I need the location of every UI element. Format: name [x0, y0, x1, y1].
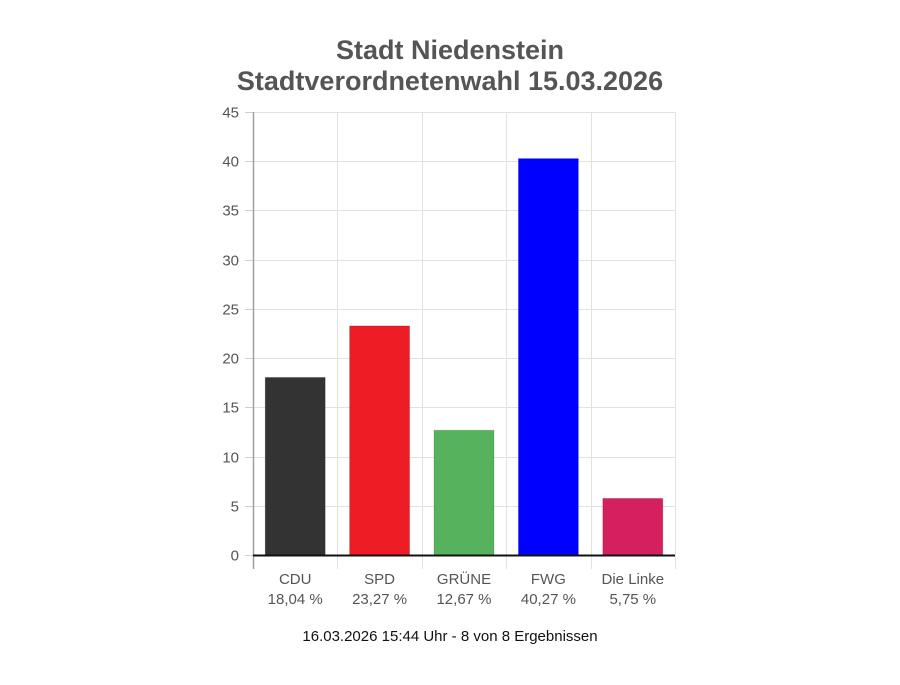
axis-labels: 0 5 10 15 20 25 30 35 40 45 CDU 18,04 % SPD 23,27 % GR…: [222, 105, 664, 609]
y-tick-label: 10: [222, 450, 239, 467]
x-category-label: GRÜNE: [437, 570, 491, 588]
y-tick-label: 5: [231, 499, 239, 516]
axes: [245, 112, 675, 569]
chart-title-line-2: Stadtverordnetenwahl 15.03.2026: [236, 66, 664, 96]
x-category-label: FWG: [531, 571, 566, 588]
x-category-label: SPD: [364, 571, 395, 588]
y-tick-label: 20: [222, 351, 239, 368]
grid-lines: [253, 112, 676, 569]
y-tick-label: 15: [222, 400, 239, 417]
chart-title-line-1: Stadt Niedenstein: [335, 35, 565, 65]
bars: [264, 158, 664, 556]
x-value-label: 23,27 %: [352, 591, 407, 608]
x-value-label: 12,67 %: [436, 591, 491, 608]
y-tick-label: 35: [222, 203, 239, 220]
x-category-label: Die Linke: [602, 571, 665, 588]
y-tick-label: 30: [222, 253, 239, 270]
y-tick-label: 0: [231, 548, 239, 565]
y-tick-label: 25: [222, 302, 239, 319]
y-tick-label: 40: [222, 154, 239, 171]
bar-die-linke[interactable]: [602, 497, 664, 556]
bar-spd[interactable]: [349, 325, 411, 556]
x-category-label: CDU: [279, 571, 312, 588]
bar-fwg[interactable]: [517, 158, 579, 556]
results-status: 16.03.2026 15:44 Uhr - 8 von 8 Ergebniss…: [302, 628, 598, 645]
y-tick-label: 45: [222, 105, 239, 122]
bar-gr-ne[interactable]: [433, 429, 495, 556]
x-value-label: 5,75 %: [609, 591, 656, 608]
x-value-label: 40,27 %: [521, 591, 576, 608]
x-value-label: 18,04 %: [268, 591, 323, 608]
bar-cdu[interactable]: [264, 376, 326, 556]
